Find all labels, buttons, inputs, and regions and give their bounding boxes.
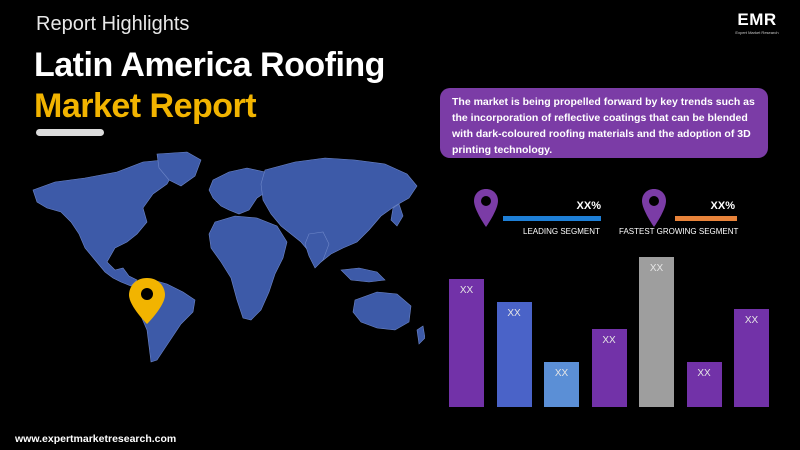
bar-1: XX	[449, 279, 484, 407]
bar-value-label: XX	[554, 368, 569, 379]
logo-subtitle: Expert Market Research	[735, 30, 779, 35]
fastest-segment-bar	[675, 216, 737, 221]
japan-shape	[390, 203, 404, 227]
new-zealand-shape	[416, 325, 425, 345]
leading-segment: XX% LEADING SEGMENT	[473, 188, 613, 248]
australia-shape	[352, 291, 412, 331]
bar-6: XX	[686, 362, 722, 407]
title-underline	[36, 129, 104, 136]
fastest-segment-label: FASTEST GROWING SEGMENT	[619, 227, 739, 236]
bar-7: XX	[734, 309, 769, 407]
footer-url[interactable]: www.expertmarketresearch.com	[15, 433, 177, 445]
logo-text: EMR	[737, 10, 777, 29]
report-tag: Report Highlights	[36, 13, 190, 35]
callout-text: The market is being propelled forward by…	[452, 96, 755, 156]
world-map	[32, 151, 425, 363]
africa-shape	[208, 215, 288, 321]
fastest-segment-value: XX%	[710, 200, 735, 212]
bar-value-label: XX	[507, 308, 521, 319]
europe-shape	[208, 167, 276, 215]
indonesia-shape	[340, 267, 386, 283]
bar-value-label: XX	[649, 263, 664, 274]
map-pin-icon	[474, 189, 498, 227]
bar-chart: XX XX XX XX XX XX XX	[440, 255, 780, 407]
leading-segment-label: LEADING SEGMENT	[523, 227, 600, 236]
bar-value-label: XX	[602, 335, 616, 346]
map-pin-icon	[642, 189, 666, 227]
bar-2: XX	[496, 302, 532, 407]
highlight-callout: The market is being propelled forward by…	[440, 88, 768, 158]
leading-segment-bar	[503, 216, 601, 221]
page-subtitle: Market Report	[34, 87, 257, 125]
bar-3: XX	[544, 362, 579, 407]
asia-shape	[260, 157, 418, 263]
leading-segment-value: XX%	[576, 200, 601, 212]
bar-value-label: XX	[459, 285, 474, 296]
greenland-shape	[156, 151, 202, 187]
bar-5: XX	[639, 257, 674, 407]
bar-value-label: XX	[744, 315, 759, 326]
bar-4: XX	[591, 329, 627, 407]
north-america-shape	[32, 159, 176, 287]
fastest-growing-segment: XX% FASTEST GROWING SEGMENT	[619, 188, 781, 248]
page-title: Latin America Roofing	[34, 46, 385, 84]
india-shape	[304, 231, 330, 269]
bar-value-label: XX	[697, 368, 711, 379]
location-pin-icon	[129, 278, 165, 324]
emr-logo[interactable]: EMR Expert Market Research	[733, 10, 781, 38]
